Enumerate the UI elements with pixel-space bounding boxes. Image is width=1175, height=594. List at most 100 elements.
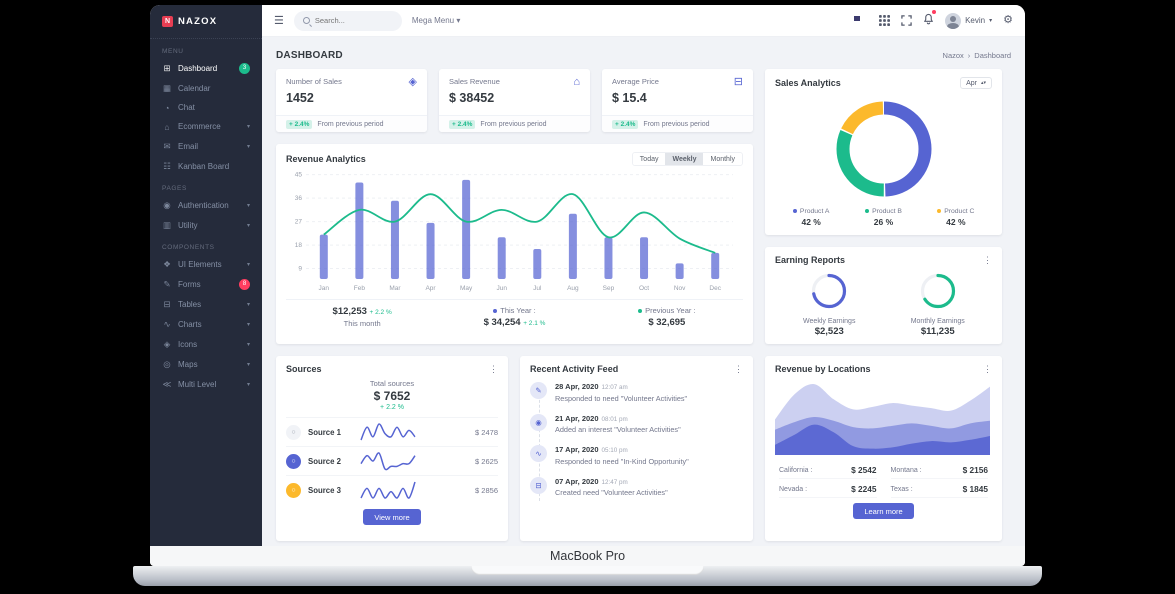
period-select[interactable]: Apr ▴▾ — [960, 77, 992, 89]
source-2-sparkline — [360, 452, 416, 471]
locations-title: Revenue by Locations — [775, 364, 871, 374]
learn-more-button[interactable]: Learn more — [853, 503, 914, 519]
kebab-menu-icon[interactable]: ⋮ — [734, 364, 743, 374]
breadcrumb: Nazox › Dashboard — [943, 51, 1011, 60]
language-flag-icon[interactable] — [854, 16, 868, 25]
brand-logo[interactable]: N NAZOX — [150, 5, 262, 39]
svg-text:May: May — [460, 285, 473, 292]
month-value: $12,253 — [332, 306, 367, 317]
chevron-down-icon: ▾ — [246, 301, 250, 308]
this-year-value: $ 34,254 — [483, 317, 521, 328]
maps-icon: ◎ — [163, 358, 171, 369]
source-1-coin-icon: ○ — [286, 424, 301, 440]
sidebar-item-authentication[interactable]: ◉ Authentication ▾ — [163, 199, 250, 210]
breadcrumb-separator: › — [967, 50, 971, 60]
delta-badge: + 2.4% — [286, 119, 313, 129]
sidebar-item-chat[interactable]: ◔ Chat — [150, 98, 262, 117]
earning-reports-card: Earning Reports ⋮ Weekly Earnings $2,523 — [765, 247, 1002, 344]
email-icon: ✉ — [163, 140, 171, 151]
source-row-3[interactable]: ○ Source 3 $ 2856 — [286, 475, 498, 504]
previous-year-value: $ 32,695 — [648, 317, 686, 328]
sidebar-item-calendar[interactable]: ▦ Calendar — [162, 82, 211, 93]
tab-today[interactable]: Today — [632, 153, 666, 165]
svg-text:18: 18 — [295, 242, 303, 249]
page-content: DASHBOARD Nazox › Dashboard — [262, 37, 1025, 546]
dashboard-badge: 3 — [239, 62, 250, 74]
source-row-2[interactable]: ○ Source 2 $ 2625 — [286, 446, 498, 475]
breadcrumb-root[interactable]: Nazox — [942, 50, 964, 60]
sources-card: Sources ⋮ Total sources $ 7652 + 2.2 % ○ — [276, 356, 508, 541]
earning-reports-title: Earning Reports — [775, 255, 846, 265]
source-row-1[interactable]: ○ Source 1 $ 2478 — [286, 417, 498, 446]
charts-icon: ∿ — [163, 318, 171, 329]
sidebar-item-ui-elements[interactable]: ❖ UI Elements ▾ — [163, 258, 250, 269]
breadcrumb-current: Dashboard — [974, 50, 1011, 60]
edit-icon: ✎ — [530, 382, 547, 399]
chart-icon: ∿ — [530, 445, 547, 462]
svg-text:Jul: Jul — [533, 285, 542, 292]
menu-section-title: MENU — [162, 48, 184, 55]
revenue-by-locations-card: Revenue by Locations ⋮ California : $ 254… — [765, 356, 1002, 541]
source-1-sparkline — [360, 423, 416, 441]
search-input[interactable] — [314, 16, 395, 25]
sidebar-item-dashboard[interactable]: ⊞ Dashboard 3 — [150, 58, 262, 78]
source-3-sparkline — [360, 481, 416, 499]
revenue-analytics-chart: 9 18 27 36 45 Jan Feb Mar Apr May Jun Jul Aug Sep Oct N… — [295, 172, 733, 292]
kebab-menu-icon[interactable]: ⋮ — [489, 364, 498, 374]
notifications-bell-icon[interactable] — [923, 9, 937, 30]
ui-elements-icon: ❖ — [163, 258, 171, 269]
user-name: Kevin — [965, 16, 986, 25]
forms-icon: ✎ — [163, 278, 171, 289]
chevron-down-icon: ▾ — [246, 361, 250, 368]
settings-gear-icon[interactable]: ⚙ — [1003, 14, 1013, 26]
sidebar-item-multi-level[interactable]: ≪ Multi Level ▾ — [162, 378, 250, 389]
sources-title: Sources — [286, 364, 322, 374]
chevron-down-icon: ▾ — [989, 18, 993, 24]
total-sources-delta: + 2.2 % — [380, 404, 404, 411]
view-more-button[interactable]: View more — [363, 509, 421, 525]
stat-value: $ 15.4 — [612, 91, 647, 105]
sidebar-item-ecommerce[interactable]: ⌂ Ecommerce ▾ — [150, 117, 262, 136]
chevron-down-icon: ▾ — [246, 261, 250, 268]
macbook-notch — [471, 566, 704, 575]
monthly-earnings-radial — [920, 273, 955, 309]
search-box[interactable] — [293, 10, 402, 31]
locations-area-chart — [775, 383, 990, 455]
fullscreen-icon[interactable] — [901, 15, 912, 26]
donut-legend: Product A 42 % Product B 26 % Product C … — [775, 208, 992, 227]
chevron-down-icon: ▾ — [246, 124, 250, 130]
macbook-base — [133, 566, 1042, 586]
tab-monthly[interactable]: Monthly — [703, 153, 742, 165]
weekly-earnings-radial — [812, 273, 847, 309]
sidebar-item-kanban-board[interactable]: ☷ Kanban Board — [163, 160, 230, 171]
sidebar-item-charts[interactable]: ∿ Charts ▾ — [163, 318, 250, 329]
user-menu[interactable]: Kevin ▾ — [945, 12, 993, 29]
sidebar-item-tables[interactable]: ⊟ Tables ▾ — [163, 298, 250, 309]
calendar-icon: ▦ — [162, 82, 172, 93]
sidebar-item-email[interactable]: ✉ Email ▾ — [163, 140, 250, 151]
user-icon: ◉ — [530, 413, 547, 431]
sidebar-item-utility[interactable]: ▥ Utility ▾ — [162, 219, 250, 230]
apps-grid-icon[interactable] — [879, 15, 891, 26]
recent-activity-card: Recent Activity Feed ⋮ ✎ 28 Apr, 2020 12:… — [520, 356, 753, 541]
multi-level-icon: ≪ — [162, 378, 172, 389]
brand-name: NAZOX — [178, 16, 218, 27]
svg-text:Aug: Aug — [567, 285, 579, 292]
svg-text:Apr: Apr — [425, 285, 436, 292]
icons-icon: ◈ — [163, 338, 171, 349]
revenue-analytics-card: Revenue Analytics Today Weekly Monthly 9… — [276, 144, 753, 344]
pages-section-title: PAGES — [162, 185, 187, 192]
mega-menu-button[interactable]: Mega Menu ▾ — [411, 16, 461, 25]
kebab-menu-icon[interactable]: ⋮ — [983, 255, 992, 265]
total-sources-value: $ 7652 — [373, 389, 411, 403]
briefcase-icon: ⊟ — [733, 76, 743, 88]
sidebar-item-icons[interactable]: ◈ Icons ▾ — [163, 338, 250, 349]
menu-toggle-icon[interactable]: ☰ — [274, 15, 284, 27]
sidebar-item-maps[interactable]: ◎ Maps ▾ — [163, 358, 250, 369]
svg-text:Mar: Mar — [389, 285, 401, 292]
sidebar-item-forms[interactable]: ✎ Forms 8 — [150, 274, 262, 294]
macbook-label: MacBook Pro — [150, 546, 1025, 566]
svg-text:Oct: Oct — [639, 285, 649, 292]
kebab-menu-icon[interactable]: ⋮ — [983, 364, 992, 374]
tab-weekly[interactable]: Weekly — [665, 153, 704, 165]
